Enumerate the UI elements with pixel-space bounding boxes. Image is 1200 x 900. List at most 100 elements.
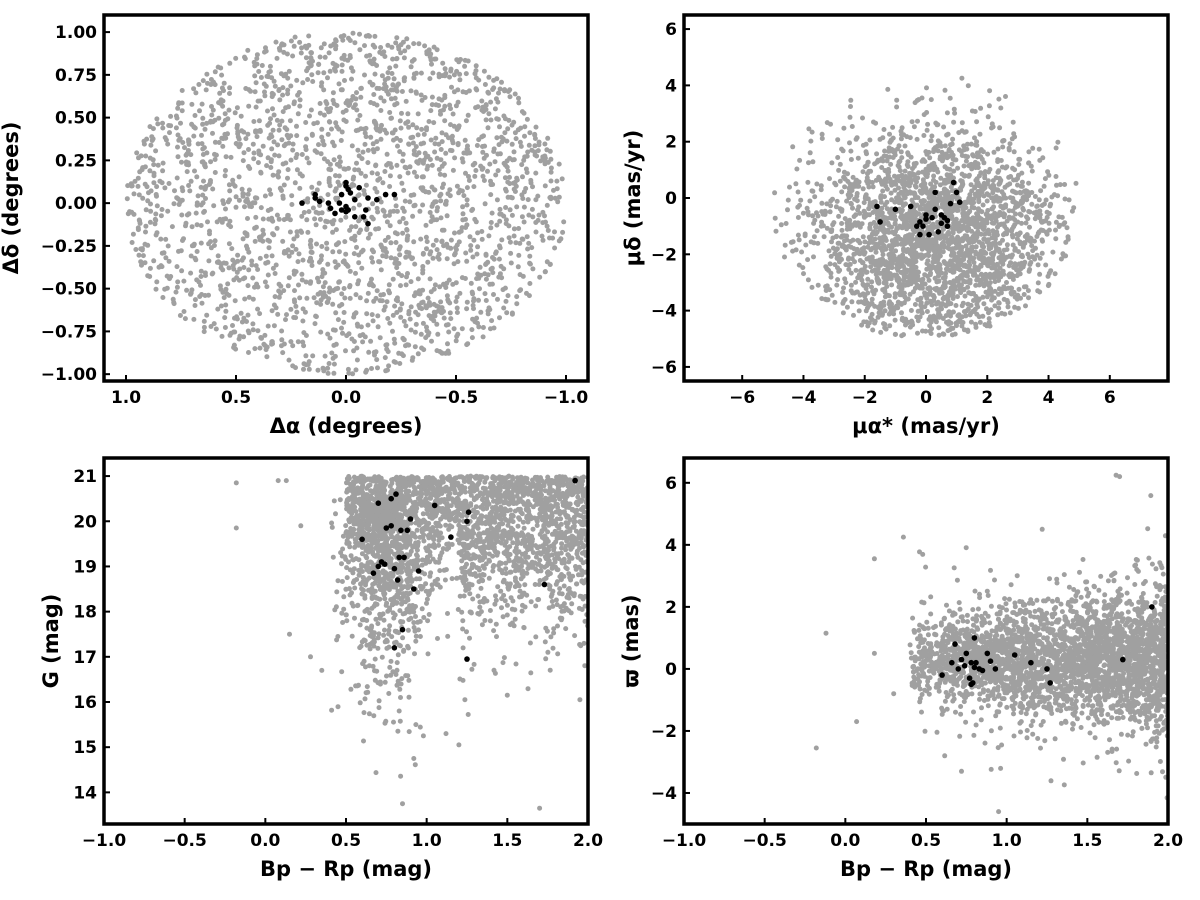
field-star-point xyxy=(884,292,890,298)
field-star-point xyxy=(351,105,356,110)
field-star-point xyxy=(147,168,153,174)
x-tick-label: 0.5 xyxy=(221,388,251,408)
field-star-point xyxy=(899,132,904,138)
field-star-point xyxy=(225,281,231,287)
field-star-point xyxy=(268,116,273,122)
field-star-point xyxy=(1020,254,1025,260)
field-star-point xyxy=(303,333,309,338)
field-star-point xyxy=(192,255,198,261)
field-star-point xyxy=(198,274,204,279)
field-star-point xyxy=(892,187,898,193)
field-star-point xyxy=(877,226,883,232)
field-star-point xyxy=(982,172,988,178)
field-star-point xyxy=(824,283,830,289)
field-star-point xyxy=(427,157,433,162)
field-star-point xyxy=(266,245,272,251)
field-star-point xyxy=(401,187,407,193)
field-star-point xyxy=(491,292,496,297)
field-star-point xyxy=(943,261,949,267)
field-star-point xyxy=(231,266,237,272)
field-star-point xyxy=(870,184,876,190)
field-star-point xyxy=(867,200,873,206)
field-star-point xyxy=(543,219,548,225)
field-star-point xyxy=(385,367,390,373)
field-star-point xyxy=(288,157,294,163)
field-star-point xyxy=(231,345,237,350)
field-star-point xyxy=(252,238,258,244)
field-star-point xyxy=(796,262,802,268)
field-star-point xyxy=(1043,262,1049,268)
field-star-point xyxy=(841,125,847,131)
field-star-point xyxy=(241,129,247,135)
field-star-point xyxy=(375,209,381,215)
field-star-point xyxy=(922,272,928,278)
field-star-point xyxy=(317,259,322,265)
field-star-point xyxy=(901,238,906,244)
field-star-point xyxy=(411,148,417,154)
field-star-point xyxy=(330,355,336,361)
field-star-point xyxy=(849,182,855,188)
field-star-point xyxy=(382,355,388,361)
field-star-point xyxy=(300,318,306,324)
field-star-point xyxy=(397,118,403,124)
field-star-point xyxy=(925,206,931,212)
field-star-point xyxy=(982,231,988,237)
field-star-point xyxy=(403,254,409,260)
field-star-point xyxy=(901,248,907,254)
proper-motion-plot-area xyxy=(772,75,1079,339)
field-star-point xyxy=(371,56,377,62)
field-star-point xyxy=(1052,271,1058,277)
member-star-point xyxy=(336,200,343,206)
field-star-point xyxy=(841,285,846,291)
field-star-point xyxy=(283,105,289,111)
field-star-point xyxy=(389,71,395,76)
field-star-point xyxy=(428,249,434,255)
field-star-point xyxy=(883,326,889,332)
field-star-point xyxy=(836,213,842,219)
field-star-point xyxy=(485,125,491,131)
field-star-point xyxy=(927,323,933,329)
field-star-point xyxy=(460,211,466,217)
field-star-point xyxy=(805,257,811,263)
field-star-point xyxy=(507,207,513,213)
field-star-point xyxy=(254,134,260,140)
field-star-point xyxy=(442,73,448,79)
field-star-point xyxy=(198,282,203,288)
field-star-point xyxy=(1041,183,1047,189)
field-star-point xyxy=(464,202,470,208)
field-star-point xyxy=(864,178,870,184)
field-star-point xyxy=(994,261,1000,267)
field-star-point xyxy=(381,86,386,92)
field-star-point xyxy=(785,207,790,213)
field-star-point xyxy=(806,160,811,166)
field-star-point xyxy=(943,209,949,215)
field-star-point xyxy=(899,125,905,131)
field-star-point xyxy=(970,152,976,158)
field-star-point xyxy=(393,297,399,303)
field-star-point xyxy=(256,69,262,74)
field-star-point xyxy=(811,254,816,260)
field-star-point xyxy=(463,71,469,77)
field-star-point xyxy=(976,183,982,189)
field-star-point xyxy=(881,220,887,225)
field-star-point xyxy=(442,172,448,178)
field-star-point xyxy=(331,157,337,163)
field-star-point xyxy=(833,182,839,188)
field-star-point xyxy=(144,184,150,190)
field-star-point xyxy=(218,265,224,271)
field-star-point xyxy=(805,277,811,283)
field-star-point xyxy=(399,89,405,94)
field-star-point xyxy=(503,162,508,168)
field-star-point xyxy=(548,196,554,202)
field-star-point xyxy=(909,265,915,270)
field-star-point xyxy=(379,122,384,128)
field-star-point xyxy=(934,279,940,285)
field-star-point xyxy=(349,224,354,230)
field-star-point xyxy=(272,83,278,89)
field-star-point xyxy=(536,142,542,148)
field-star-point xyxy=(1019,220,1024,226)
field-star-point xyxy=(339,62,345,68)
field-star-point xyxy=(824,225,830,231)
field-star-point xyxy=(334,103,340,108)
field-star-point xyxy=(975,165,981,171)
